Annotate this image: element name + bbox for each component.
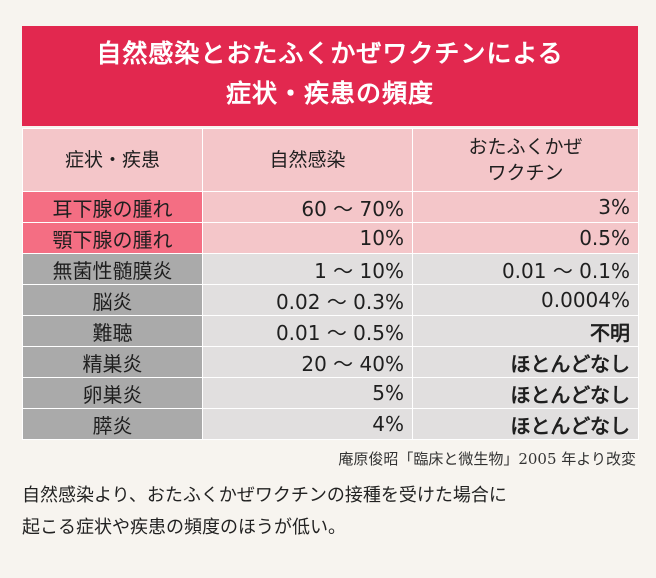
- row-vaccine-value: ほとんどなし: [412, 408, 639, 440]
- title-line-2: 症状・疾患の頻度: [225, 79, 434, 108]
- header-symptom: 症状・疾患: [22, 128, 203, 192]
- row-vaccine-value: ほとんどなし: [412, 377, 639, 409]
- table-row: 脳炎 0.02 〜 0.3% 0.0004%: [22, 284, 639, 316]
- caption-line-2: 起こる症状や疾患の頻度のほうが低い。: [22, 517, 346, 538]
- row-natural-value: 60 〜 70%: [202, 191, 413, 223]
- row-name: 顎下腺の腫れ: [22, 222, 203, 254]
- row-vaccine-value: 不明: [412, 315, 639, 347]
- table-row: 難聴 0.01 〜 0.5% 不明: [22, 315, 639, 347]
- row-name: 無菌性髄膜炎: [22, 253, 203, 285]
- frequency-table: 症状・疾患 自然感染 おたふくかぜ ワクチン 耳下腺の腫れ 60 〜 70% 3…: [22, 128, 639, 440]
- table-row: 卵巣炎 5% ほとんどなし: [22, 377, 639, 409]
- header-vaccine: おたふくかぜ ワクチン: [412, 128, 639, 192]
- row-vaccine-value: 0.5%: [412, 222, 639, 254]
- table-row: 膵炎 4% ほとんどなし: [22, 408, 639, 440]
- table-row: 顎下腺の腫れ 10% 0.5%: [22, 222, 639, 254]
- row-name: 脳炎: [22, 284, 203, 316]
- row-natural-value: 0.01 〜 0.5%: [202, 315, 413, 347]
- table-row: 精巣炎 20 〜 40% ほとんどなし: [22, 346, 639, 378]
- caption-line-1: 自然感染より、おたふくかぜワクチンの接種を受けた場合に: [22, 485, 507, 506]
- row-vaccine-value: 0.01 〜 0.1%: [412, 253, 639, 285]
- table-header-row: 症状・疾患 自然感染 おたふくかぜ ワクチン: [22, 128, 639, 192]
- source-citation: 庵原俊昭「臨床と微生物」2005 年より改変: [338, 450, 636, 468]
- row-name: 耳下腺の腫れ: [22, 191, 203, 223]
- row-natural-value: 10%: [202, 222, 413, 254]
- row-natural-value: 0.02 〜 0.3%: [202, 284, 413, 316]
- row-vaccine-value: 0.0004%: [412, 284, 639, 316]
- row-natural-value: 1 〜 10%: [202, 253, 413, 285]
- row-name: 卵巣炎: [22, 377, 203, 409]
- row-name: 難聴: [22, 315, 203, 347]
- row-natural-value: 5%: [202, 377, 413, 409]
- row-name: 精巣炎: [22, 346, 203, 378]
- caption-note: 自然感染より、おたふくかぜワクチンの接種を受けた場合に 起こる症状や疾患の頻度の…: [22, 480, 638, 544]
- title-line-1: 自然感染とおたふくかぜワクチンによる: [96, 39, 564, 68]
- row-name: 膵炎: [22, 408, 203, 440]
- row-natural-value: 20 〜 40%: [202, 346, 413, 378]
- header-natural-infection: 自然感染: [202, 128, 413, 192]
- row-vaccine-value: ほとんどなし: [412, 346, 639, 378]
- row-vaccine-value: 3%: [412, 191, 639, 223]
- row-natural-value: 4%: [202, 408, 413, 440]
- header-vaccine-text: おたふくかぜ ワクチン: [468, 136, 583, 184]
- table-row: 無菌性髄膜炎 1 〜 10% 0.01 〜 0.1%: [22, 253, 639, 285]
- table-row: 耳下腺の腫れ 60 〜 70% 3%: [22, 191, 639, 223]
- title-band: 自然感染とおたふくかぜワクチンによる 症状・疾患の頻度: [22, 26, 638, 126]
